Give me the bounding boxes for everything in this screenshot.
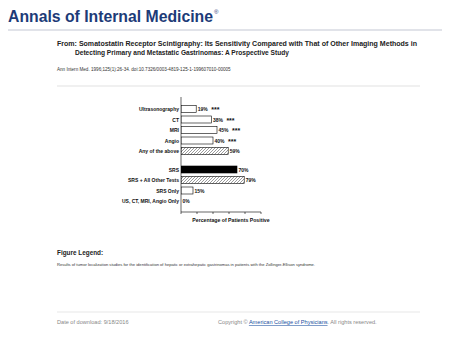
- data-label: 0%: [183, 198, 191, 204]
- category-label: Ultrasonography: [139, 106, 179, 112]
- significance: ***: [211, 106, 219, 113]
- copyright-link[interactable]: American College of Physicians: [249, 319, 328, 325]
- bar: [181, 137, 213, 144]
- x-tick: [213, 212, 214, 214]
- category-label: SRS Only: [156, 188, 179, 194]
- significance: ***: [226, 117, 234, 124]
- significance: ***: [228, 138, 236, 145]
- separator: [57, 86, 420, 87]
- x-tick: [229, 212, 230, 214]
- significance: ***: [232, 127, 240, 134]
- x-tick: [245, 212, 246, 214]
- data-label: 70%: [239, 167, 250, 173]
- x-tick: [197, 212, 198, 214]
- category-label: MRI: [170, 127, 180, 133]
- legend-text: Results of tumor localization studies fo…: [57, 262, 315, 267]
- article-title: From: Somatostatin Receptor Scintigraphy…: [57, 40, 417, 48]
- page: Annals of Internal Medicine® From: Somato…: [0, 0, 450, 338]
- copyright: Copyright © American College of Physicia…: [218, 319, 377, 325]
- bar: [181, 127, 217, 134]
- data-label: 40%: [215, 138, 226, 144]
- category-label: CT: [172, 117, 179, 123]
- header-rule: [8, 30, 442, 31]
- copyright-suffix: . All rights reserved.: [328, 319, 378, 325]
- legend-heading: Figure Legend:: [57, 249, 103, 257]
- download-date: Date of download: 9/18/2016: [57, 319, 129, 325]
- x-axis-label: Percentage of Patients Positive: [192, 217, 269, 223]
- bar: [181, 106, 196, 113]
- bar-hatched: [181, 177, 244, 184]
- category-label: US, CT, MRI, Angio Only: [122, 198, 179, 204]
- citation: Ann Intern Med. 1996;125(1):26-34. doi:1…: [57, 67, 231, 72]
- x-tick: [181, 212, 182, 214]
- category-label: Any of the above: [139, 148, 180, 154]
- data-label: 38%: [213, 117, 224, 123]
- data-label: 15%: [195, 188, 206, 194]
- bar: [181, 166, 237, 173]
- bar: [181, 116, 211, 123]
- category-label: SRS + All Other Tests: [128, 177, 179, 183]
- data-label: 45%: [219, 127, 230, 133]
- footer-rule: [57, 312, 420, 313]
- article-title: Detecting Primary and Metastatic Gastrin…: [75, 49, 289, 57]
- bars: [181, 106, 244, 195]
- bar: [181, 187, 193, 194]
- data-label: 59%: [230, 148, 241, 154]
- category-label: SRS: [169, 167, 180, 173]
- journal-name: Annals of Internal Medicine: [8, 7, 213, 26]
- category-label: Angio: [165, 138, 179, 144]
- data-label: 19%: [198, 106, 209, 112]
- bar-hatched: [181, 148, 228, 155]
- copyright-prefix: Copyright ©: [218, 319, 249, 325]
- registered-mark: ®: [214, 9, 219, 15]
- x-tick: [261, 212, 262, 214]
- y-axis: [181, 97, 182, 212]
- data-label: 79%: [246, 177, 257, 183]
- x-axis: [181, 212, 261, 213]
